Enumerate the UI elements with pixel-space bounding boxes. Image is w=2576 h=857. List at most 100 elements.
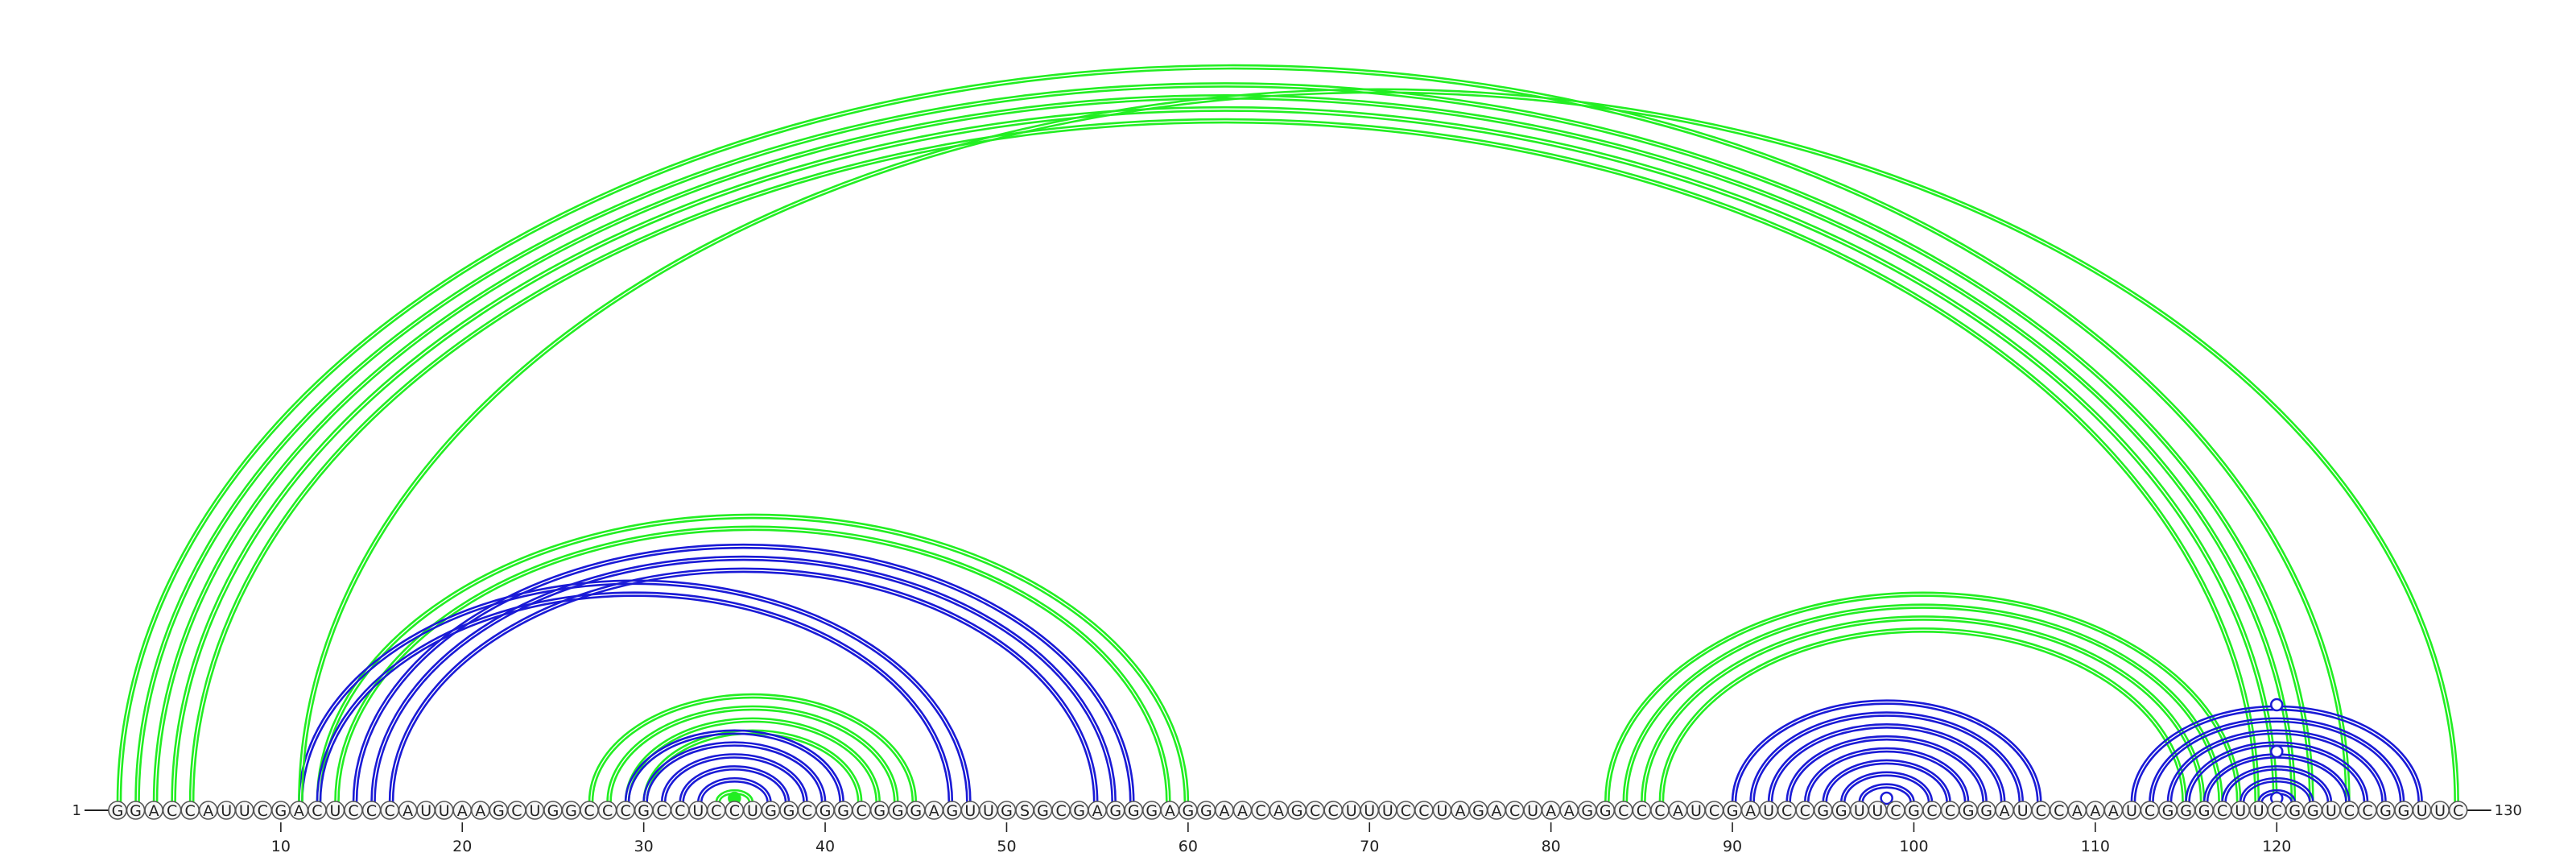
svg-text:U: U [2417,802,2428,820]
nucleotide-94: C [1795,801,1815,820]
svg-text:C: C [1654,802,1665,820]
arc-97-100 [1858,783,1915,803]
arc-12-47 [316,591,954,803]
svg-text:U: U [330,802,341,820]
nucleotide-49: U [979,801,998,820]
nucleotide-31: C [652,801,672,820]
arc-29-41 [624,729,844,803]
nucleotide-86: C [1650,801,1670,820]
tick-label-20: 20 [452,838,472,855]
nucleotide-111: A [2103,801,2124,820]
arc-1-124 [116,64,2351,803]
tick-label-50: 50 [997,838,1016,855]
nucleotide-127: G [2394,801,2413,820]
marker-120 [2270,744,2284,759]
svg-text:C: C [2453,802,2463,820]
nucleotide-124: C [2339,801,2359,820]
arc-96-101 [1840,771,1934,803]
svg-text:G: G [2289,802,2301,820]
svg-text:U: U [2235,802,2246,820]
nucleotide-7: U [217,801,237,820]
arc-33-37 [700,780,769,803]
nucleotide-38: G [779,801,799,820]
svg-text:G: G [1472,802,1484,820]
nucleotide-55: A [1088,801,1107,820]
nucleotide-30: G [634,801,654,820]
nucleotide-122: G [2303,801,2323,820]
arc-31-39 [660,753,808,803]
nucleotide-93: C [1777,801,1797,820]
arc-84-117 [1622,603,2223,803]
nucleotide-114: G [2158,801,2178,820]
nucleotide-24: U [525,801,545,820]
nucleotide-84: C [1614,801,1633,820]
nucleotide-78: C [1505,801,1525,820]
arc-27-45 [588,693,918,803]
arc-95-102 [1822,759,1951,803]
nucleotide-97: U [1850,801,1869,820]
svg-text:A: A [457,802,468,820]
svg-text:G: G [783,802,795,820]
nucleotide-50: G [997,801,1017,820]
arc-118-122 [2242,780,2311,803]
arc-32-38 [682,768,787,803]
svg-text:A: A [2108,802,2119,820]
arc-30-40 [642,741,827,803]
arc-94-103 [1806,750,1967,803]
arc-115-125 [2185,741,2369,803]
svg-text:G: G [2162,802,2174,820]
nucleotide-119: U [2248,801,2268,820]
nucleotide-90: G [1723,801,1742,820]
svg-text:C: C [856,802,866,820]
arc-4-120 [171,106,2278,803]
nucleotide-16: C [380,801,399,820]
nucleotide-1: G [108,801,127,820]
arc-27-45 [591,696,914,803]
nucleotide-102: C [1940,801,1960,820]
nucleotide-99: C [1886,801,1905,820]
nucleotide-74: U [1432,801,1452,820]
svg-text:C: C [348,802,358,820]
arc-11-130 [301,91,2456,803]
nucleotide-67: C [1305,801,1325,820]
arc-30-40 [646,744,824,803]
tick-label-90: 90 [1723,838,1742,855]
svg-text:G: G [2307,802,2319,820]
arc-113-127 [2152,720,2402,803]
arc-119-121 [2257,789,2297,803]
nucleotide-21: A [470,801,490,820]
nucleotide-72: C [1396,801,1416,820]
nucleotide-104: G [1976,801,1996,820]
arc-4-120 [174,109,2275,803]
svg-text:C: C [1418,802,1429,820]
arc-91-106 [1752,714,2021,803]
svg-text:C: C [2362,802,2372,820]
svg-text:G: G [1182,802,1194,820]
nucleotide-37: G [761,801,781,820]
arc-84-117 [1625,607,2220,803]
svg-text:C: C [258,802,268,820]
svg-text:G: G [1581,802,1593,820]
nucleotide-10: G [271,801,291,820]
nucleotide-125: C [2358,801,2377,820]
arc-28-44 [606,705,899,803]
arc-12-47 [319,594,951,803]
nucleotide-76: G [1468,801,1488,820]
svg-text:G: G [837,802,849,820]
nucleotide-95: G [1813,801,1833,820]
svg-text:U: U [1690,802,1702,820]
nucleotide-19: U [434,801,454,820]
svg-text:C: C [1709,802,1719,820]
nucleotide-45: G [906,801,926,820]
nucleotide-92: U [1759,801,1778,820]
arc-5-119 [188,118,2260,803]
nucleotide-100: G [1904,801,1924,820]
nucleotide-56: G [1105,801,1125,820]
nucleotide-5: C [180,801,200,820]
svg-text:U: U [2253,802,2264,820]
nucleotide-51: S [1015,801,1034,820]
nucleotide-62: A [1215,801,1234,820]
sequence-backbone: 1 130 [72,802,2522,819]
svg-text:A: A [294,802,304,820]
nucleotide-46: A [924,801,944,820]
